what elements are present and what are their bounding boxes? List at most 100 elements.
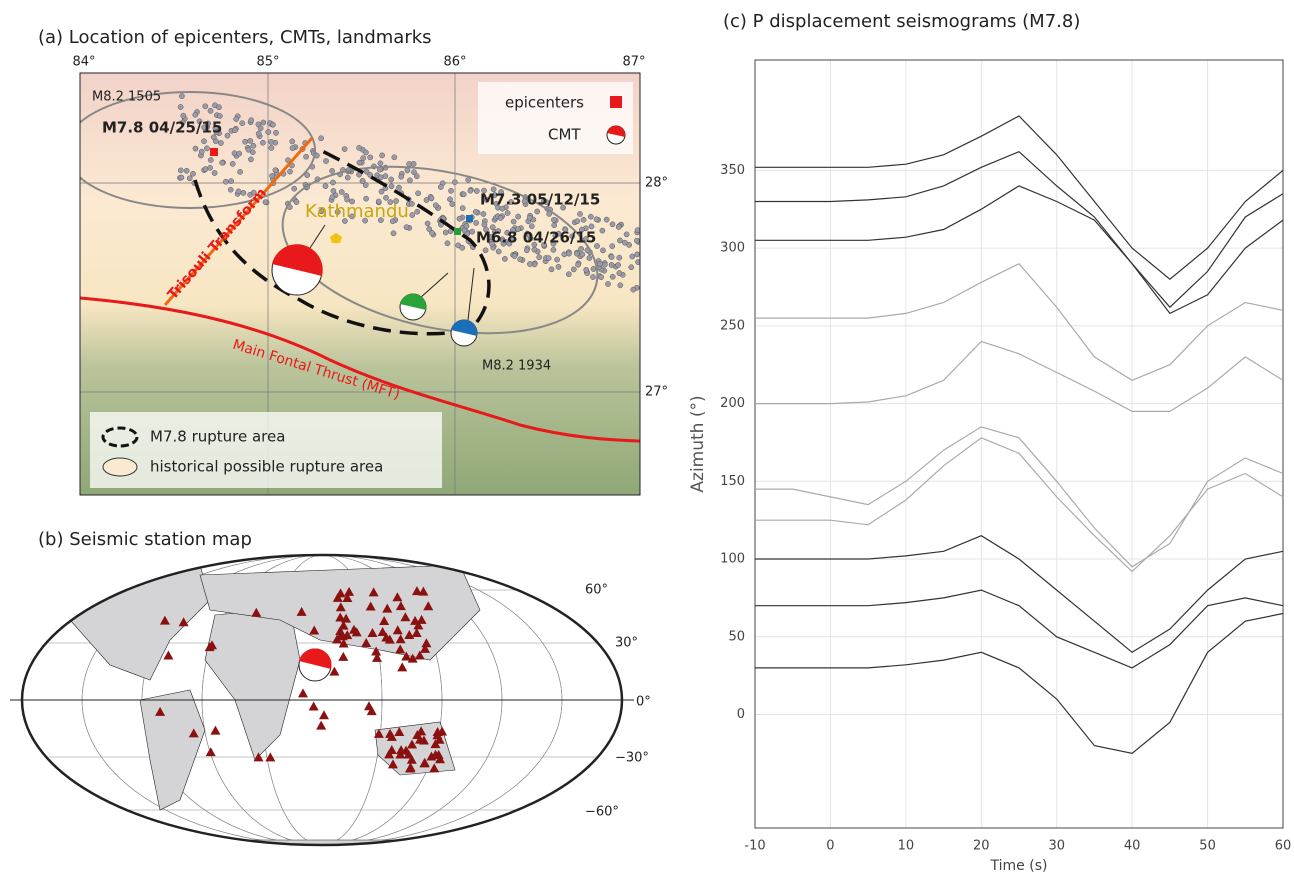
epicenter-dot [617,255,622,260]
legend-box [90,412,442,488]
epicenter-dot [193,112,198,117]
epicenter-dot [410,212,415,217]
epicenter-dot [199,149,204,154]
epicenter-dot [178,168,183,173]
y-tick-label: 350 [720,163,745,178]
epicenter-dot [535,209,540,214]
epicenter-dot [551,247,556,252]
epicenter-dot [445,241,450,246]
epicenter-dot [216,105,221,110]
lon-tick: 86° [443,55,466,70]
epicenter-dot [594,217,599,222]
x-tick-label: 0 [826,839,834,854]
epicenter-dot [551,217,556,222]
epicenter-dot [473,209,478,214]
epicenter-dot [330,195,335,200]
epicenter-dot [241,190,246,195]
epicenter-dot [600,228,605,233]
epicenter-dot [240,121,245,126]
seismogram [755,116,1283,279]
epicenter-dot [599,275,604,280]
lon-tick: 85° [256,55,279,70]
epicenter-dot [404,225,409,230]
epicenter-dot [190,171,195,176]
epicenter-dot [229,179,234,184]
epicenter-dot [516,214,521,219]
epicenter-dot [524,248,529,253]
epicenter-dot [294,200,299,205]
epicenter-dot [319,136,324,141]
epicenter-dot [511,219,516,224]
epicenter-dot [447,197,452,202]
epicenter-dot [579,246,584,251]
epicenter-dot [604,217,609,222]
legend-label: epicenters [505,94,584,112]
epicenter-dot [532,247,537,252]
epicenter-dot [457,216,462,221]
epicenter-dot [411,161,416,166]
body: (a) Location of epicenters, CMTs, landma… [0,0,1294,875]
epicenter-dot [204,146,209,151]
epicenter-dot [251,143,256,148]
epicenter-dot [368,155,373,160]
epicenter-dot [330,180,335,185]
epicenter-dot [269,145,274,150]
plot-frame [755,60,1283,828]
epicenter-dot [218,140,223,145]
y-tick-label: 0 [737,707,745,722]
epicenter-dot [591,266,596,271]
epicenter-dot [609,254,614,259]
epicenter-dot [273,168,278,173]
y-tick-label: 250 [720,318,745,333]
x-tick-label: 40 [1124,839,1141,854]
epicenter-dot [230,161,235,166]
epicenter-dot [627,242,632,247]
epicenter-dot [450,202,455,207]
epicenter-dot [243,139,248,144]
seismogram [755,264,1283,381]
epicenter-dot [452,180,457,185]
lat-tick: 60° [585,583,608,598]
epicenter-dot [396,185,401,190]
epicenter-dot [228,187,233,192]
epicenter-dot [577,211,582,216]
lat-tick: 27° [645,385,668,400]
lat-tick: 0° [636,695,651,710]
continent [120,840,520,860]
epicenter-dot [363,150,368,155]
epicenter-dot [323,184,328,189]
chart-title: (c) P displacement seismograms (M7.8) [723,11,1080,32]
epicenter-dot [616,262,621,267]
epicenter-dot [290,146,295,151]
epicenter-dot [203,167,208,172]
epicenter-dot [617,238,622,243]
lat-tick: 28° [645,176,668,191]
seismogram [755,427,1283,567]
epicenter-dot [470,229,475,234]
epicenter-dot [248,138,253,143]
epicenter-dot [201,139,206,144]
event-label: M7.8 04/25/15 [102,119,222,137]
epicenter-dot [339,189,344,194]
epicenter-dot [610,274,615,279]
epicenter-dot [187,176,192,181]
epicenter-dot [179,94,184,99]
x-tick-label: 20 [973,839,990,854]
epicenter-dot [574,251,579,256]
epicenter-dot [498,215,503,220]
epicenter-dot [635,228,640,233]
epicenter-dot [331,188,336,193]
epicenter-dot [345,175,350,180]
epicenter-dot [232,151,237,156]
epicenter-dot [234,116,239,121]
plot: -100102030405060050100150200250300350 [720,60,1291,854]
legend-swatch [610,96,622,108]
epicenter-dot [474,188,479,193]
seismogram [755,341,1283,411]
epicenter-dot [273,130,278,135]
epicenter-dot [237,151,242,156]
x-axis-label: Time (s) [990,858,1048,874]
epicenter-dot [555,257,560,262]
figure: (a) Location of epicenters, CMTs, landma… [0,0,1294,875]
epicenter-dot [425,221,430,226]
